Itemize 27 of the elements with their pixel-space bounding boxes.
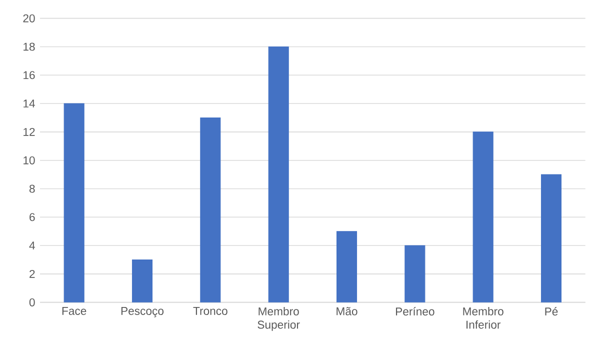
x-tick-label: Pé	[545, 307, 558, 316]
x-tick-label: Face	[62, 307, 86, 315]
y-tick-label: 8	[29, 184, 35, 193]
y-tick-label: 6	[30, 213, 35, 222]
x-tick-label: Pescoço	[121, 307, 164, 318]
y-tick-label: 12	[24, 128, 35, 136]
x-tick-label: Membro Inferior	[463, 307, 504, 329]
y-tick-label: 20	[23, 14, 35, 22]
bar	[64, 103, 84, 302]
y-tick-label: 16	[24, 71, 35, 80]
y-tick-label: 2	[30, 270, 35, 278]
x-tick-label: Mão	[336, 307, 358, 316]
bar	[200, 117, 221, 302]
x-tick-label: Períneo	[396, 307, 434, 316]
x-tick-label: Membro Superior	[258, 307, 300, 331]
bar	[404, 245, 426, 302]
bar	[268, 46, 289, 302]
y-tick-label: 18	[24, 42, 35, 51]
y-tick-label: 0	[29, 298, 35, 306]
bar	[540, 174, 562, 302]
bar	[132, 259, 153, 302]
y-tick-label: 4	[29, 242, 35, 250]
bar	[336, 231, 358, 302]
y-tick-label: 10	[24, 156, 35, 164]
bar	[472, 132, 494, 302]
x-tick-label: Tronco	[193, 307, 228, 315]
y-tick-label: 14	[24, 100, 35, 108]
